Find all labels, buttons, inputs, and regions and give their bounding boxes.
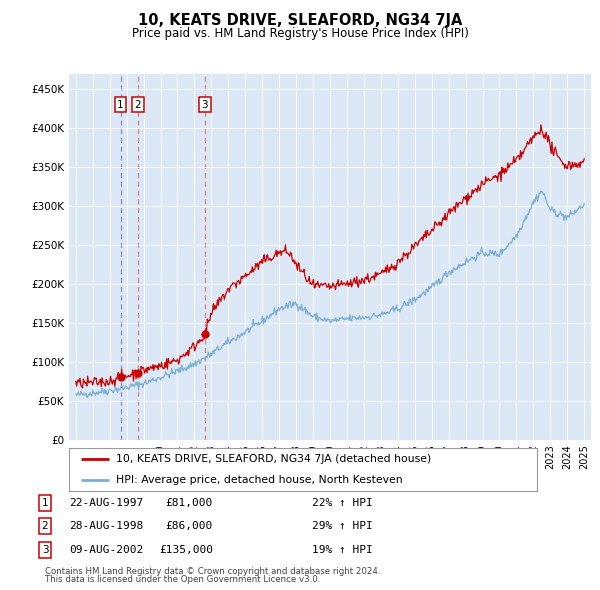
Text: 19% ↑ HPI: 19% ↑ HPI [312, 545, 373, 555]
Text: £135,000: £135,000 [159, 545, 213, 555]
Text: 22-AUG-1997: 22-AUG-1997 [69, 498, 143, 507]
Text: Contains HM Land Registry data © Crown copyright and database right 2024.: Contains HM Land Registry data © Crown c… [45, 567, 380, 576]
Text: 3: 3 [41, 545, 49, 555]
Text: 22% ↑ HPI: 22% ↑ HPI [312, 498, 373, 507]
Text: 10, KEATS DRIVE, SLEAFORD, NG34 7JA: 10, KEATS DRIVE, SLEAFORD, NG34 7JA [138, 13, 462, 28]
Text: This data is licensed under the Open Government Licence v3.0.: This data is licensed under the Open Gov… [45, 575, 320, 584]
Text: 09-AUG-2002: 09-AUG-2002 [69, 545, 143, 555]
Text: 2: 2 [134, 100, 141, 110]
Text: 10, KEATS DRIVE, SLEAFORD, NG34 7JA (detached house): 10, KEATS DRIVE, SLEAFORD, NG34 7JA (det… [116, 454, 431, 464]
Text: Price paid vs. HM Land Registry's House Price Index (HPI): Price paid vs. HM Land Registry's House … [131, 27, 469, 40]
Text: 29% ↑ HPI: 29% ↑ HPI [312, 522, 373, 531]
Text: £81,000: £81,000 [166, 498, 213, 507]
Text: 1: 1 [41, 498, 49, 507]
Text: 28-AUG-1998: 28-AUG-1998 [69, 522, 143, 531]
Text: 1: 1 [117, 100, 124, 110]
Text: £86,000: £86,000 [166, 522, 213, 531]
Text: 3: 3 [202, 100, 208, 110]
Text: HPI: Average price, detached house, North Kesteven: HPI: Average price, detached house, Nort… [116, 476, 403, 485]
Text: 2: 2 [41, 522, 49, 531]
